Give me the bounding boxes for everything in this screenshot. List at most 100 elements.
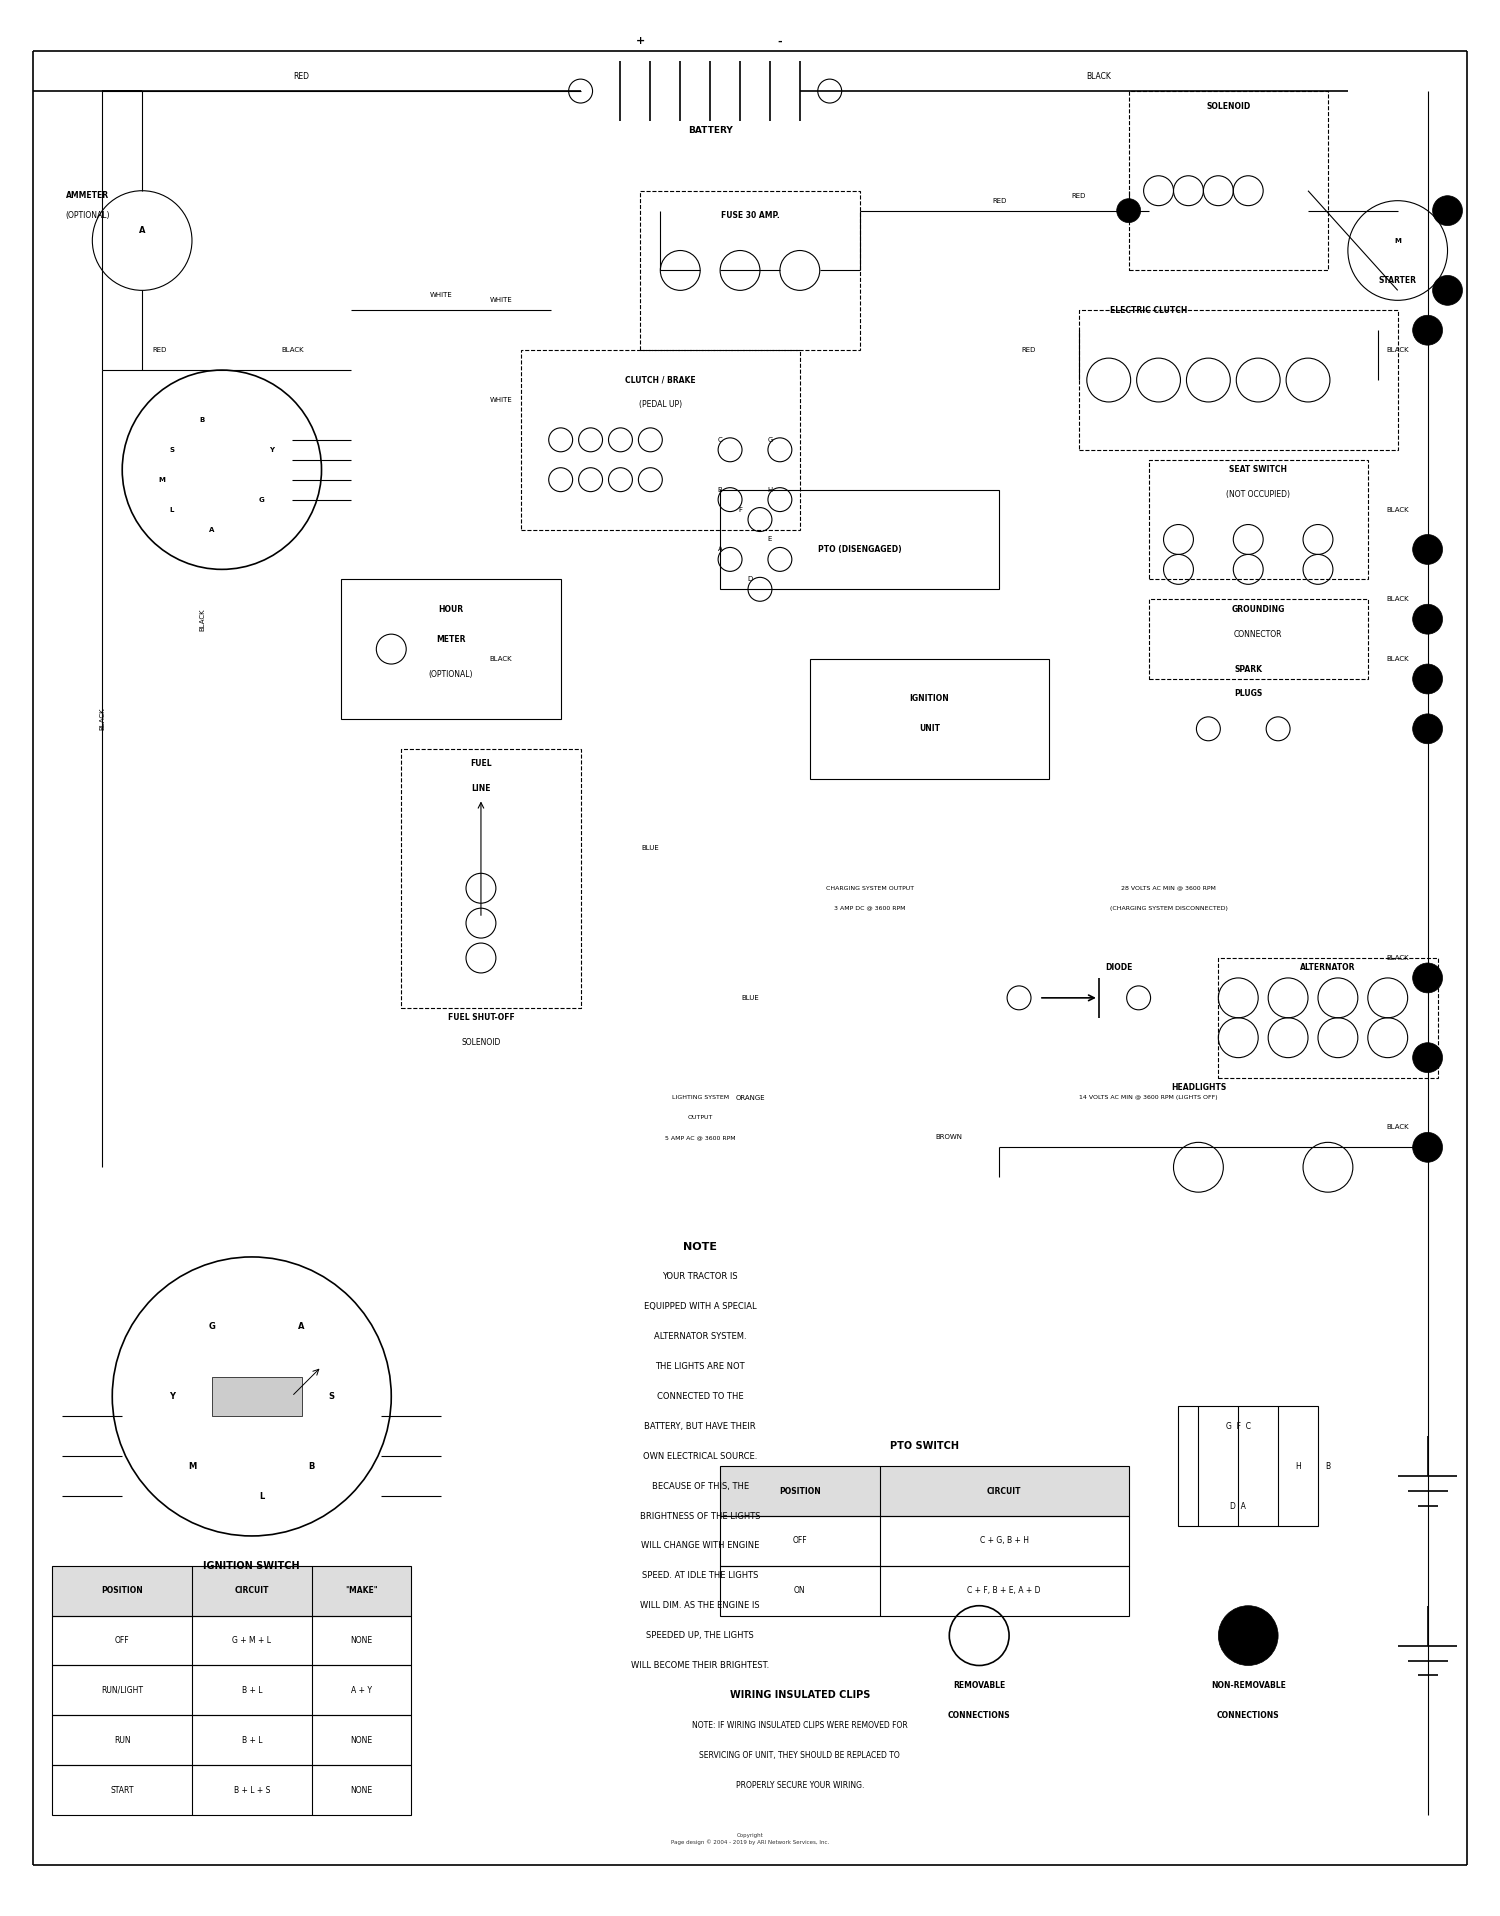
Text: CIRCUIT: CIRCUIT [234, 1586, 268, 1596]
Bar [520, 351, 800, 529]
Text: NONE: NONE [351, 1786, 372, 1795]
Text: WIRING INSULATED CLIPS: WIRING INSULATED CLIPS [729, 1690, 870, 1699]
Text: OUTPUT: OUTPUT [687, 1115, 712, 1121]
Text: A: A [140, 226, 146, 236]
Bar [53, 1665, 411, 1715]
Text: REMOVABLE: REMOVABLE [952, 1680, 1005, 1690]
Text: B: B [717, 487, 723, 492]
Text: BLACK: BLACK [1386, 954, 1408, 962]
Bar [810, 659, 1048, 778]
Text: D: D [747, 577, 753, 582]
Text: OWN ELECTRICAL SOURCE.: OWN ELECTRICAL SOURCE. [644, 1452, 758, 1460]
Text: UNIT: UNIT [920, 724, 940, 734]
Text: M: M [159, 477, 165, 483]
Text: L: L [170, 506, 174, 513]
Bar [400, 749, 580, 1008]
Text: L: L [260, 1491, 264, 1500]
Bar [342, 579, 561, 718]
Text: C + F, B + E, A + D: C + F, B + E, A + D [968, 1586, 1041, 1596]
Text: RUN: RUN [114, 1736, 130, 1745]
Text: SPARK: SPARK [1234, 665, 1262, 674]
Text: 3 AMP DC @ 3600 RPM: 3 AMP DC @ 3600 RPM [834, 906, 906, 910]
Text: A: A [717, 546, 723, 552]
Text: (NOT OCCUPIED): (NOT OCCUPIED) [1226, 490, 1290, 500]
Text: E: E [768, 536, 772, 542]
Text: RED: RED [152, 347, 166, 353]
Circle shape [1413, 316, 1443, 345]
Text: PLUGS: PLUGS [1234, 690, 1263, 699]
Text: BLUE: BLUE [642, 845, 658, 851]
Text: H: H [768, 487, 772, 492]
Text: WILL DIM. AS THE ENGINE IS: WILL DIM. AS THE ENGINE IS [640, 1602, 760, 1609]
Circle shape [1413, 1132, 1443, 1163]
Text: Y: Y [268, 446, 274, 452]
Text: "MAKE": "MAKE" [345, 1586, 378, 1596]
Text: G: G [766, 437, 772, 443]
Bar [1149, 460, 1368, 579]
Circle shape [1432, 195, 1462, 226]
Text: B: B [309, 1462, 315, 1471]
Text: RED: RED [1022, 347, 1036, 353]
Text: F: F [738, 506, 742, 513]
Text: POSITION: POSITION [778, 1487, 820, 1496]
Text: CONNECTIONS: CONNECTIONS [948, 1711, 1011, 1721]
Text: BROWN: BROWN [936, 1134, 963, 1140]
Text: CONNECTOR: CONNECTOR [1234, 630, 1282, 638]
Text: (OPTIONAL): (OPTIONAL) [64, 211, 110, 220]
Text: FUEL SHUT-OFF: FUEL SHUT-OFF [447, 1014, 514, 1023]
Text: NOTE: IF WIRING INSULATED CLIPS WERE REMOVED FOR: NOTE: IF WIRING INSULATED CLIPS WERE REM… [692, 1721, 908, 1730]
Circle shape [1116, 199, 1140, 222]
Text: RED: RED [1071, 194, 1086, 199]
Text: BRIGHTNESS OF THE LIGHTS: BRIGHTNESS OF THE LIGHTS [640, 1512, 760, 1521]
Bar [53, 1615, 411, 1665]
Text: Y: Y [170, 1391, 176, 1401]
Text: WHITE: WHITE [429, 293, 453, 299]
Text: A: A [209, 527, 214, 533]
Text: A + Y: A + Y [351, 1686, 372, 1696]
Text: CHARGING SYSTEM OUTPUT: CHARGING SYSTEM OUTPUT [825, 885, 914, 891]
Text: B + L: B + L [242, 1736, 262, 1745]
Text: EQUIPPED WITH A SPECIAL: EQUIPPED WITH A SPECIAL [644, 1303, 756, 1311]
Text: WILL CHANGE WITH ENGINE: WILL CHANGE WITH ENGINE [640, 1540, 759, 1550]
Text: NOTE: NOTE [682, 1242, 717, 1251]
Text: WHITE: WHITE [489, 297, 513, 303]
Text: METER: METER [436, 634, 466, 644]
Text: B + L + S: B + L + S [234, 1786, 270, 1795]
Text: M: M [188, 1462, 196, 1471]
Text: ORANGE: ORANGE [735, 1094, 765, 1100]
Text: WILL BECOME THEIR BRIGHTEST.: WILL BECOME THEIR BRIGHTEST. [632, 1661, 770, 1671]
Text: CIRCUIT: CIRCUIT [987, 1487, 1022, 1496]
Bar [1218, 958, 1437, 1077]
Text: IGNITION: IGNITION [909, 694, 950, 703]
Text: PROPERLY SECURE YOUR WIRING.: PROPERLY SECURE YOUR WIRING. [735, 1780, 864, 1790]
Text: YOUR TRACTOR IS: YOUR TRACTOR IS [663, 1272, 738, 1282]
Text: NONE: NONE [351, 1736, 372, 1745]
Text: POSITION: POSITION [102, 1586, 142, 1596]
Text: ON: ON [794, 1586, 806, 1596]
Text: FUSE 30 AMP.: FUSE 30 AMP. [720, 211, 780, 220]
Text: ALTERNATOR SYSTEM.: ALTERNATOR SYSTEM. [654, 1332, 747, 1341]
Text: 28 VOLTS AC MIN @ 3600 RPM: 28 VOLTS AC MIN @ 3600 RPM [1120, 885, 1216, 891]
Bar [53, 1765, 411, 1814]
Bar [640, 192, 860, 351]
Text: C: C [717, 437, 723, 443]
Text: SOLENOID: SOLENOID [462, 1038, 501, 1048]
Text: (OPTIONAL): (OPTIONAL) [429, 669, 474, 678]
Text: M: M [1395, 238, 1401, 243]
Bar [53, 1715, 411, 1765]
Text: AMMETER: AMMETER [66, 192, 110, 199]
Text: BATTERY: BATTERY [688, 126, 732, 136]
Bar [1078, 310, 1398, 450]
Circle shape [1413, 715, 1443, 743]
Text: SEAT SWITCH: SEAT SWITCH [1228, 466, 1287, 475]
Text: DIODE: DIODE [1106, 964, 1132, 973]
Text: BLUE: BLUE [741, 994, 759, 1000]
Text: BLACK: BLACK [99, 707, 105, 730]
Text: BLACK: BLACK [1386, 655, 1408, 663]
Text: ALTERNATOR: ALTERNATOR [1300, 964, 1356, 973]
Text: SOLENOID: SOLENOID [1206, 102, 1251, 111]
Circle shape [1218, 1606, 1278, 1665]
Text: BLACK: BLACK [1386, 596, 1408, 602]
Bar [1128, 92, 1328, 270]
Text: BLACK: BLACK [282, 347, 304, 353]
